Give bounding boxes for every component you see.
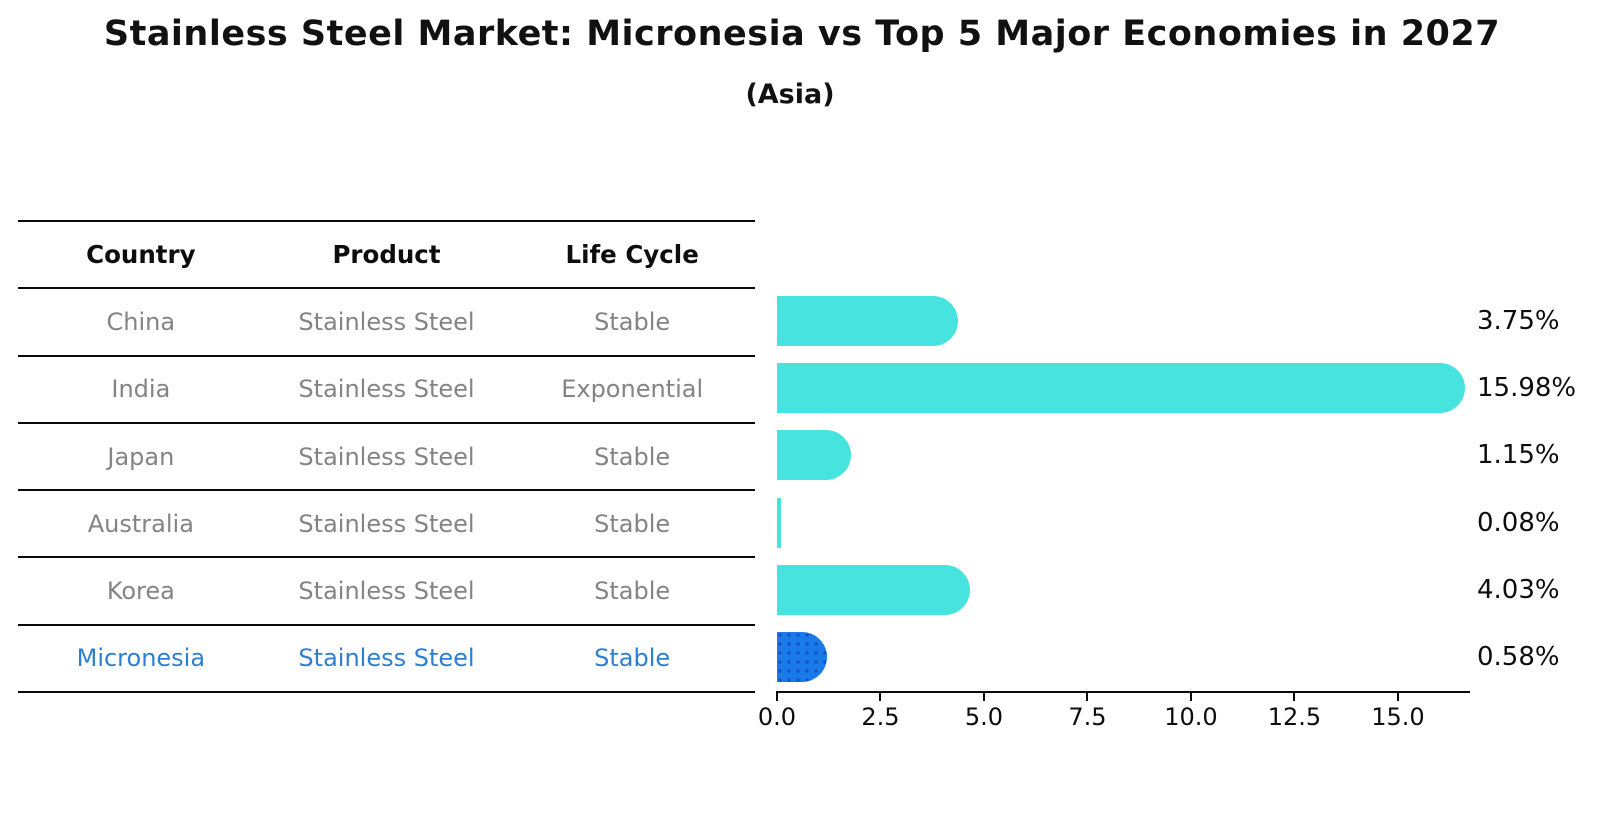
x-axis-tick-label: 12.5 [1267,703,1322,731]
x-axis-tick-label: 10.0 [1164,703,1218,731]
table-cell-country: Australia [87,509,194,538]
x-axis-tick [982,691,985,701]
x-axis-tick-label: 5.0 [964,703,1004,731]
x-axis-tick-label: 15.0 [1371,703,1425,731]
bar-australia [777,497,781,548]
table-cell-product: Stainless Steel [298,577,475,606]
bar-japan [777,430,851,481]
table-cell-product: Stainless Steel [298,307,475,336]
chart-subtitle: (Asia) [745,79,835,110]
x-axis-tick [1189,691,1192,701]
bar-micronesia [777,632,827,683]
table-cell-product: Stainless Steel [298,442,475,471]
table-row: Korea Stainless Steel Stable [18,556,755,623]
table-header-cell: Product [332,240,441,270]
bar-korea [777,565,970,615]
table-cell-country: China [106,307,176,336]
table-row: China Stainless Steel Stable [18,287,755,354]
x-axis-tick [776,691,778,701]
table-header-row: Country Product Life Cycle [18,220,755,287]
bar-value-label: 1.15% [1477,440,1560,471]
table-header-cell: Life Cycle [565,240,699,270]
bar-value-label: 0.08% [1477,507,1560,538]
table-cell-life-cycle: Exponential [561,375,704,404]
x-axis-tick [879,691,882,701]
table-cell-life-cycle: Stable [594,509,671,538]
bar-value-label: 4.03% [1477,574,1560,605]
x-axis-tick-label: 2.5 [861,703,900,731]
table-cell-life-cycle: Stable [594,644,671,673]
bar-plot: 0.0 2.5 5.0 7.5 10.0 12.5 15.0 [758,287,1470,731]
bar-value-label: 0.58% [1477,642,1560,673]
table-cell-product: Stainless Steel [298,509,475,538]
table-row: India Stainless Steel Exponential [18,354,755,422]
x-axis-tick [1396,691,1399,701]
table-cell-life-cycle: Stable [594,307,671,336]
chart-title: Stainless Steel Market: Micronesia vs To… [103,14,1501,54]
x-axis-tick [1293,691,1296,701]
table-cell-country: Micronesia [76,644,206,673]
table-cell-product: Stainless Steel [298,644,475,673]
table-row: Australia Stainless Steel Stable [18,489,755,556]
table-cell-product: Stainless Steel [298,375,475,404]
bar-value-label: 3.75% [1477,305,1560,336]
bar-china [777,295,959,346]
x-axis-tick-label: 7.5 [1068,703,1107,731]
table-cell-country: Japan [107,442,175,471]
table-row: Micronesia Stainless Steel Stable [18,623,755,694]
bar-india [777,363,1465,413]
table-cell-life-cycle: Stable [594,442,671,471]
table-row: Japan Stainless Steel Stable [18,421,755,489]
x-axis-tick-label: 0.0 [757,703,797,731]
table-header-cell: Country [86,240,196,270]
table-cell-country: Korea [106,577,175,606]
bar-value-label: 15.98% [1477,372,1577,403]
table-cell-life-cycle: Stable [594,577,671,606]
table-cell-country: India [111,375,171,404]
country-table: Country Product Life Cycle China Stainless S… [18,220,755,694]
value-label-column: 3.75% 15.98% 1.15% 0.08% 4.03% 0.58% [1477,287,1604,691]
x-axis-line [777,691,1470,693]
x-axis-tick [1086,691,1089,701]
